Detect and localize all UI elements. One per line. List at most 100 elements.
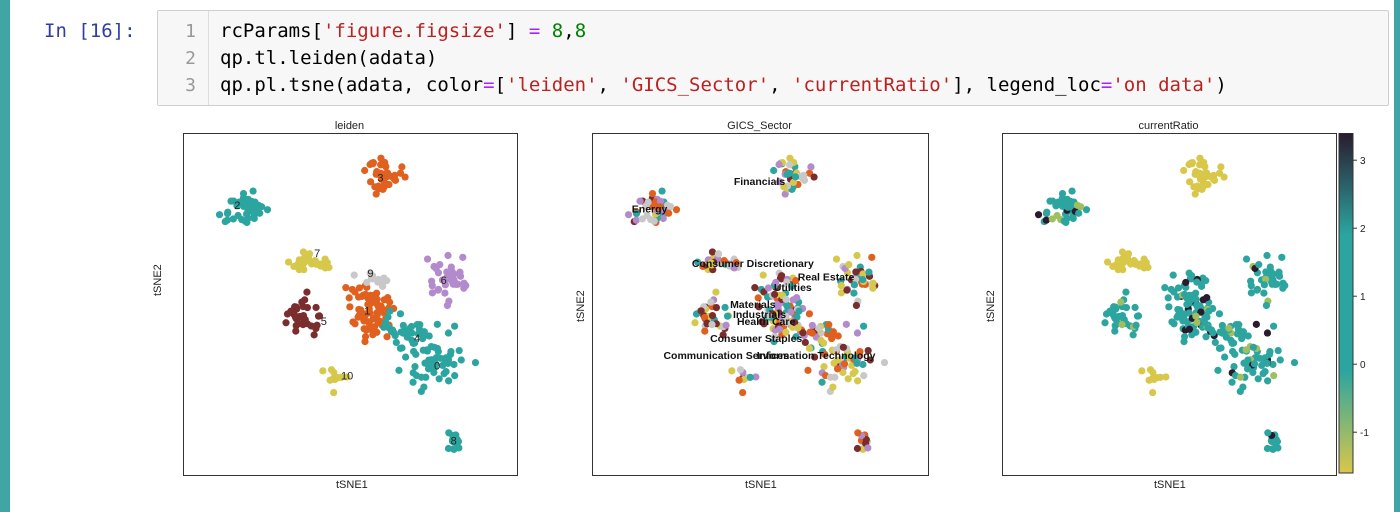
leiden-scatter: 0 1 2 3 4 5 6 7 8 9 10 xyxy=(215,154,480,453)
colorbar-tick-label: 0 xyxy=(1360,360,1366,371)
scatter-point xyxy=(754,294,762,302)
scatter-point xyxy=(1215,344,1224,352)
scatter-point xyxy=(444,444,453,453)
scatter-point xyxy=(807,163,815,171)
scatter-point xyxy=(714,250,723,258)
scatter-point xyxy=(869,284,877,292)
scatter-point xyxy=(864,346,872,355)
scatter-point xyxy=(1198,282,1206,290)
scatter-point xyxy=(804,366,812,374)
scatter-point xyxy=(791,173,800,181)
category-label: Health Care xyxy=(737,316,796,328)
scatter-point xyxy=(632,209,641,218)
scatter-point xyxy=(1204,324,1212,332)
scatter-point xyxy=(1201,173,1210,181)
scatter-point xyxy=(1242,346,1250,354)
scatter-point xyxy=(1218,329,1226,337)
scatter-point xyxy=(373,295,381,303)
cluster-label: 9 xyxy=(367,268,373,280)
scatter-point xyxy=(1164,294,1172,302)
scatter-point xyxy=(832,255,841,263)
category-label: Industrials xyxy=(733,309,786,321)
category-label: Information Technology xyxy=(757,350,876,362)
scatter-point xyxy=(355,311,363,319)
scatter-point xyxy=(817,336,825,344)
scatter-point xyxy=(650,217,658,225)
scatter-point xyxy=(460,284,468,292)
scatter-point xyxy=(364,300,372,308)
scatter-point xyxy=(1278,253,1286,261)
scatter-point xyxy=(363,278,371,287)
scatter-point xyxy=(430,368,438,377)
scatter-point xyxy=(1075,209,1083,217)
scatter-point xyxy=(1249,343,1258,351)
scatter-point xyxy=(666,203,675,211)
scatter-point xyxy=(409,378,417,386)
scatter-point xyxy=(1269,275,1277,284)
scatter-point xyxy=(1221,353,1229,361)
scatter-point xyxy=(672,206,681,214)
scatter-point xyxy=(250,214,258,223)
scatter-point xyxy=(1129,331,1137,339)
code-token: 'currentRatio' xyxy=(792,74,953,96)
scatter-point xyxy=(792,277,800,285)
scatter-point xyxy=(1103,258,1112,266)
scatter-point xyxy=(721,303,729,312)
scatter-point xyxy=(391,176,400,184)
scatter-point xyxy=(247,197,256,205)
scatter-point xyxy=(728,367,736,375)
scatter-point xyxy=(373,328,381,336)
scatter-point xyxy=(1180,333,1189,341)
scatter-point xyxy=(1209,329,1217,337)
scatter-point xyxy=(1117,298,1125,306)
scatter-point xyxy=(1199,296,1207,304)
scatter-point xyxy=(815,324,823,332)
code-line[interactable]: rcParams['figure.figsize'] = 8,8 xyxy=(220,20,586,42)
scatter-point xyxy=(808,329,816,337)
code-cell[interactable]: 1 2 3 rcParams['figure.figsize'] = 8,8 q… xyxy=(157,10,1389,106)
scatter-point xyxy=(1193,301,1201,309)
scatter-point xyxy=(764,311,772,319)
scatter-point xyxy=(445,429,453,437)
scatter-point xyxy=(1066,203,1074,211)
scatter-point xyxy=(398,163,406,171)
scatter-point xyxy=(811,353,819,361)
scatter-point xyxy=(1145,376,1153,384)
scatter-point xyxy=(456,268,464,276)
scatter-point xyxy=(712,303,721,312)
scatter-point xyxy=(854,429,862,437)
category-label: Consumer Staples xyxy=(710,333,802,345)
scatter-point xyxy=(1242,255,1251,263)
scatter-point xyxy=(450,270,458,278)
scatter-point xyxy=(239,189,248,198)
scatter-point xyxy=(834,356,842,364)
code-token: = xyxy=(1100,74,1113,96)
scatter-point xyxy=(839,368,847,377)
scatter-point xyxy=(1122,288,1130,296)
scatter-point xyxy=(755,303,763,311)
scatter-point xyxy=(366,178,375,186)
scatter-point xyxy=(263,206,272,214)
scatter-point xyxy=(1215,310,1224,318)
scatter-point xyxy=(1069,214,1077,223)
scatter-point xyxy=(1263,444,1272,453)
scatter-point xyxy=(1203,313,1211,321)
code-line[interactable]: qp.tl.leiden(adata) xyxy=(220,47,437,69)
scatter-point xyxy=(1262,275,1270,283)
scatter-point xyxy=(839,343,848,351)
scatter-point xyxy=(1239,383,1247,391)
scatter-point xyxy=(396,344,405,352)
scatter-point xyxy=(853,444,862,453)
category-label: Materials xyxy=(730,299,776,311)
scatter-point xyxy=(330,388,338,397)
scatter-point xyxy=(326,376,334,384)
cluster-label: 1 xyxy=(364,306,370,318)
scatter-point xyxy=(366,160,374,169)
code-line[interactable]: qp.pl.tsne(adata, color=['leiden', 'GICS… xyxy=(220,74,1227,96)
scatter-point xyxy=(1202,277,1210,285)
scatter-point xyxy=(227,197,235,205)
scatter-point xyxy=(444,251,452,260)
scatter-point xyxy=(1190,183,1198,191)
y-axis-label: tSNE2 xyxy=(575,290,587,322)
scatter-point xyxy=(379,282,387,290)
